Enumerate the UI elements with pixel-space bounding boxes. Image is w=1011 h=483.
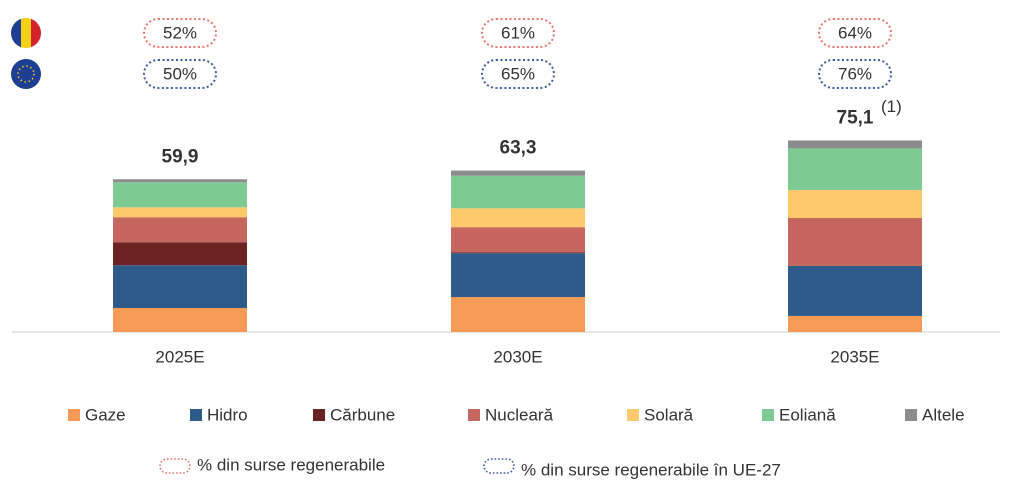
legend-label: % din surse regenerabile bbox=[197, 455, 385, 474]
legend-label: Eoliană bbox=[779, 405, 836, 424]
total-label: 63,3 bbox=[500, 138, 537, 159]
bar-segment bbox=[113, 179, 247, 183]
total-label: 75,1 bbox=[837, 108, 874, 129]
legend-label: Nucleară bbox=[485, 405, 554, 424]
legend-label: Hidro bbox=[207, 405, 248, 424]
indicator-pill bbox=[143, 59, 217, 89]
bar-segment bbox=[451, 208, 585, 228]
legend-swatch bbox=[190, 409, 202, 421]
bar-segment bbox=[451, 170, 585, 176]
bar-segment bbox=[788, 265, 922, 316]
indicator-pill bbox=[481, 59, 555, 89]
legend-swatch bbox=[762, 409, 774, 421]
legend-label: Solară bbox=[644, 405, 694, 424]
bar-segment bbox=[113, 207, 247, 218]
legend-label: Cărbune bbox=[330, 405, 395, 424]
legend-pill bbox=[483, 458, 515, 474]
legend-swatch bbox=[68, 409, 80, 421]
x-tick-label: 2025E bbox=[155, 347, 204, 366]
legend-pill bbox=[159, 458, 191, 474]
bar-segment bbox=[113, 265, 247, 309]
legend-swatch bbox=[627, 409, 639, 421]
indicator-label: 64% bbox=[838, 23, 872, 42]
bar-segment bbox=[451, 227, 585, 253]
total-note: (1) bbox=[881, 97, 902, 116]
indicator-pill bbox=[143, 18, 217, 48]
indicator-pill bbox=[818, 59, 892, 89]
indicator-label: 61% bbox=[501, 23, 535, 42]
indicator-label: 76% bbox=[838, 64, 872, 83]
bar-segment bbox=[113, 217, 247, 243]
indicator-pill bbox=[818, 18, 892, 48]
bar-segment bbox=[788, 148, 922, 190]
legend-swatch bbox=[905, 409, 917, 421]
indicator-label: 52% bbox=[163, 23, 197, 42]
legend-swatch bbox=[468, 409, 480, 421]
bar-segment bbox=[788, 315, 922, 332]
bar-segment bbox=[451, 252, 585, 254]
flag-eu bbox=[11, 59, 41, 89]
indicator-label: 65% bbox=[501, 64, 535, 83]
bar-segment bbox=[788, 140, 922, 149]
bar-segment bbox=[788, 218, 922, 266]
legend-label: Gaze bbox=[85, 405, 126, 424]
indicator-pill bbox=[481, 18, 555, 48]
bar-segment bbox=[451, 253, 585, 298]
total-label: 59,9 bbox=[162, 146, 199, 167]
x-tick-label: 2035E bbox=[830, 347, 879, 366]
legend-label: % din surse regenerabile în UE-27 bbox=[521, 460, 781, 479]
legend-label: Altele bbox=[922, 405, 965, 424]
flag-romania bbox=[11, 18, 41, 48]
indicator-label: 50% bbox=[163, 64, 197, 83]
legend-swatch bbox=[313, 409, 325, 421]
bar-segment bbox=[451, 297, 585, 332]
bar-segment bbox=[451, 175, 585, 209]
x-tick-label: 2030E bbox=[493, 347, 542, 366]
bar-segment bbox=[113, 308, 247, 332]
bar-segment bbox=[788, 189, 922, 219]
bar-segment bbox=[113, 242, 247, 266]
bar-segment bbox=[113, 182, 247, 208]
